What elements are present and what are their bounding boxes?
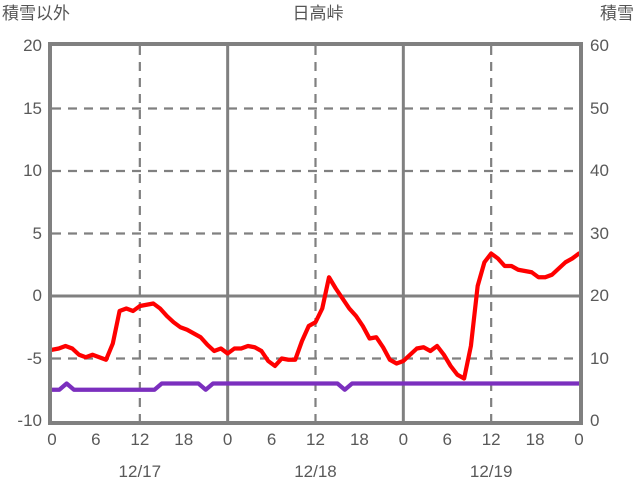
y-tick-left-5: -5 [26,348,42,368]
series-lines [52,254,579,390]
series-line-snow-depth [52,384,579,390]
x-tick-7: 18 [349,430,369,449]
x-tick-10: 12 [481,430,501,449]
x-tick-3: 18 [174,430,194,449]
y-tick-right-4: 20 [590,286,609,305]
y-tick-right-5: 10 [590,348,609,368]
left-axis-title: 積雪以外 [2,4,70,23]
y-tick-right-3: 30 [590,223,609,243]
x-tick-0: 0 [47,430,57,449]
y-tick-right-1: 50 [590,98,609,118]
y-tick-right-2: 40 [590,161,609,180]
y-tick-left-2: 10 [23,161,42,180]
y-tick-right-0: 60 [590,36,609,55]
x-tick-4: 0 [222,430,233,449]
right-axis-title: 積雪 [600,4,634,23]
x-tick-6: 12 [306,430,325,449]
y-tick-left-3: 5 [32,223,42,243]
date-label-1: 12/18 [294,462,337,481]
plot-svg [52,46,579,421]
x-tick-8: 0 [398,430,409,449]
x-tick-12: 0 [574,430,584,449]
x-tick-11: 18 [525,430,545,449]
date-label-0: 12/17 [118,462,162,481]
x-tick-1: 6 [91,430,101,449]
x-tick-5: 6 [266,430,277,449]
x-tick-9: 6 [442,430,452,449]
gridlines [52,46,579,421]
y-tick-left-0: 20 [23,36,42,55]
y-tick-left-1: 15 [23,98,42,118]
y-tick-left-6: -10 [17,411,42,430]
chart-title: 日高峠 [292,4,344,23]
y-tick-right-6: 0 [590,411,600,430]
x-tick-2: 12 [130,430,150,449]
y-tick-left-4: 0 [32,286,42,305]
date-label-2: 12/19 [469,462,513,481]
series-line-temperature [52,254,579,379]
plot-area [48,42,583,425]
